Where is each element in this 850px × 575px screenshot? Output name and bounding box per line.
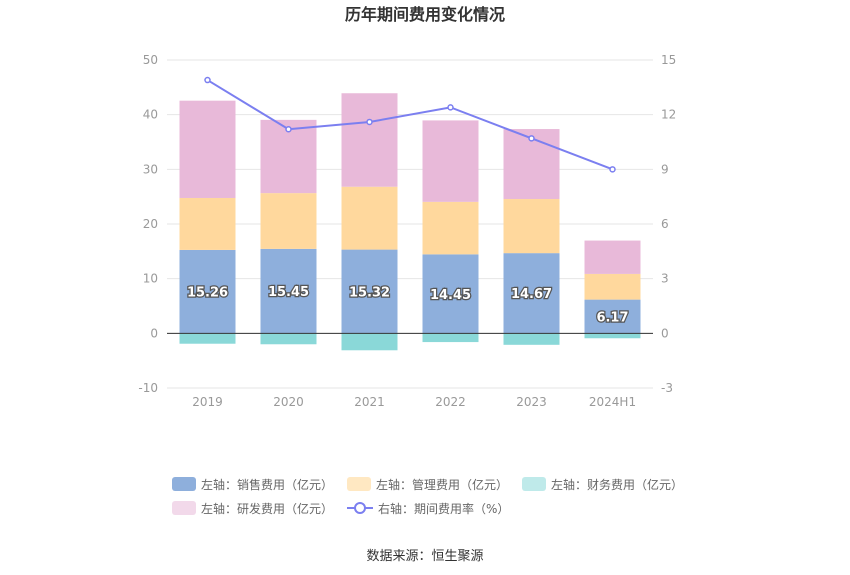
sales-data-label: 6.17: [596, 310, 628, 325]
left-axis-ticks: -10 0 10 20 30 40 50: [138, 53, 158, 395]
left-tick-label: 50: [143, 53, 158, 67]
expense-rate-point: [285, 125, 292, 133]
finance-bar: [503, 333, 560, 345]
admin-bar: [503, 199, 560, 254]
expense-rate-point: [204, 76, 211, 84]
right-tick-label: 6: [661, 217, 669, 231]
legend-swatch-rnd: [172, 501, 196, 515]
expense-rate-point: [528, 135, 535, 142]
expense-rate-polyline: [206, 79, 613, 171]
x-axis-ticks: 2019 2020 2021 2022 2023 2024H1: [192, 395, 636, 409]
finance-bar: [179, 333, 236, 344]
rnd-bar: [584, 240, 641, 274]
admin-bar: [584, 273, 641, 300]
sales-data-label: 14.45: [430, 288, 471, 303]
right-axis-ticks: -3 0 3 6 9 12 15: [661, 53, 676, 395]
expense-rate-point: [447, 104, 454, 111]
rnd-bar: [179, 100, 236, 198]
sales-bar: [584, 299, 641, 334]
legend-label-sales: 左轴：销售费用（亿元）: [201, 477, 334, 492]
legend-item-sales[interactable]: 左轴：销售费用（亿元）: [172, 476, 333, 493]
right-tick-label: -3: [661, 381, 673, 395]
right-tick-label: 12: [661, 108, 676, 122]
sales-data-label: 15.32: [349, 285, 390, 300]
admin-bar: [260, 193, 317, 249]
right-tick-label: 0: [661, 326, 669, 340]
expense-chart: 历年期间费用变化情况 -10 0 10 20 30 40 50 -3 0 3 6 9 12 15 15.…: [138, 5, 676, 409]
admin-bar: [179, 197, 236, 250]
legend-item-rate[interactable]: 右轴：期间费用率（%）: [347, 500, 509, 517]
source-note: 数据来源：恒生聚源: [366, 549, 484, 564]
x-tick-label: 2024H1: [589, 395, 636, 409]
admin-bar: [341, 186, 398, 250]
sales-data-label: 15.45: [268, 285, 309, 300]
right-tick-label: 15: [661, 53, 676, 67]
finance-bar: [422, 333, 479, 343]
legend: 左轴：销售费用（亿元） 左轴：管理费用（亿元） 左轴：财务费用（亿元） 左轴：研…: [172, 472, 732, 520]
grid-lines: [167, 59, 653, 389]
x-tick-label: 2019: [192, 395, 223, 409]
legend-swatch-sales: [172, 477, 196, 491]
legend-label-rnd: 左轴：研发费用（亿元）: [201, 501, 334, 516]
legend-swatch-admin: [347, 477, 372, 491]
finance-bar: [260, 333, 317, 345]
legend-swatch-rate: [347, 501, 374, 515]
rnd-bar: [341, 93, 398, 187]
admin-bar: [422, 201, 479, 255]
left-tick-label: 30: [143, 162, 158, 176]
sales-bar: [422, 254, 479, 334]
legend-item-finance[interactable]: 左轴：财务费用（亿元）: [522, 476, 683, 493]
right-tick-label: 3: [661, 272, 669, 286]
sales-bar: [179, 249, 236, 334]
x-tick-label: 2023: [516, 395, 547, 409]
x-tick-label: 2020: [273, 395, 304, 409]
expense-rate-point: [609, 166, 616, 173]
left-tick-label: 20: [143, 217, 158, 231]
sales-data-label: 15.26: [187, 286, 228, 301]
legend-label-finance: 左轴：财务费用（亿元）: [551, 477, 684, 492]
rnd-bar: [422, 120, 479, 202]
finance-bar: [341, 333, 398, 351]
legend-item-rnd[interactable]: 左轴：研发费用（亿元）: [172, 500, 333, 517]
sales-bar: [503, 253, 560, 334]
bar-labels: 15.26 15.45 15.32 14.45 14.67 6.17: [186, 284, 630, 327]
expense-rate-point: [366, 118, 373, 126]
left-tick-label: 40: [143, 108, 158, 122]
left-tick-label: 10: [143, 272, 158, 286]
sales-data-label: 14.67: [511, 287, 552, 302]
finance-bar: [584, 333, 641, 339]
x-tick-label: 2022: [435, 395, 466, 409]
legend-label-rate: 右轴：期间费用率（%）: [378, 501, 510, 516]
sales-bar: [341, 249, 398, 334]
legend-label-admin: 左轴：管理费用（亿元）: [376, 477, 509, 492]
expense-rate-line: [204, 76, 616, 173]
legend-item-admin[interactable]: 左轴：管理费用（亿元）: [347, 476, 508, 493]
x-tick-label: 2021: [354, 395, 385, 409]
left-tick-label: 0: [150, 326, 158, 340]
sales-bar: [260, 248, 317, 334]
bar-group: [179, 93, 641, 351]
chart-title: 历年期间费用变化情况: [345, 5, 505, 24]
left-tick-label: -10: [138, 381, 158, 395]
right-tick-label: 9: [661, 162, 669, 176]
legend-swatch-finance: [522, 477, 547, 491]
